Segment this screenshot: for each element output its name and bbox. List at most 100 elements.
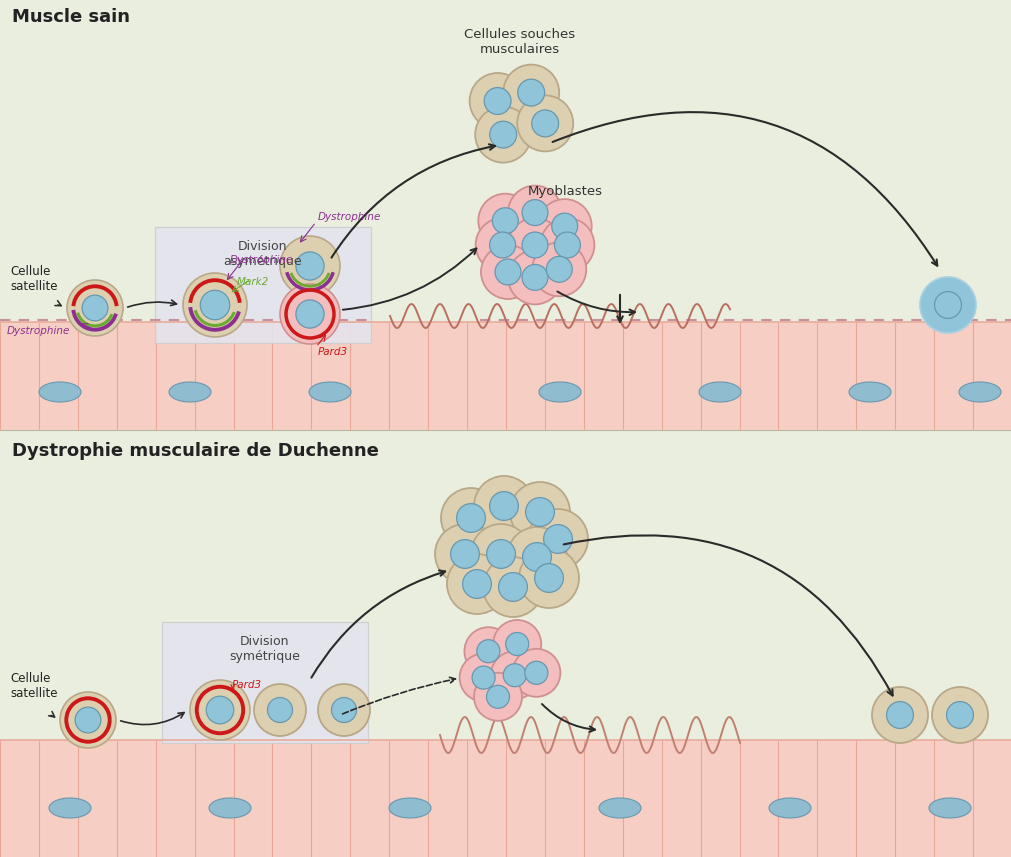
Circle shape xyxy=(522,200,547,225)
Circle shape xyxy=(280,284,340,344)
Circle shape xyxy=(489,121,517,148)
Text: Dystrophine: Dystrophine xyxy=(317,212,381,222)
Circle shape xyxy=(190,680,250,740)
Circle shape xyxy=(459,654,508,702)
Circle shape xyxy=(502,663,526,686)
Circle shape xyxy=(486,686,509,709)
Ellipse shape xyxy=(599,798,640,818)
Circle shape xyxy=(886,702,913,728)
Circle shape xyxy=(473,476,534,536)
Ellipse shape xyxy=(49,798,91,818)
Circle shape xyxy=(537,199,591,253)
Circle shape xyxy=(295,252,324,280)
Circle shape xyxy=(507,527,566,587)
Circle shape xyxy=(200,291,229,320)
Circle shape xyxy=(532,243,585,297)
Circle shape xyxy=(522,542,551,572)
Circle shape xyxy=(508,250,561,304)
Circle shape xyxy=(508,218,561,272)
Circle shape xyxy=(531,110,558,137)
Circle shape xyxy=(554,232,579,258)
Circle shape xyxy=(490,651,538,699)
Text: Pard3: Pard3 xyxy=(232,680,262,690)
Circle shape xyxy=(332,698,356,722)
Circle shape xyxy=(254,684,305,736)
FancyBboxPatch shape xyxy=(155,227,371,343)
Circle shape xyxy=(464,627,512,675)
Circle shape xyxy=(525,498,554,526)
Circle shape xyxy=(280,236,340,296)
Text: Myoblastes: Myoblastes xyxy=(527,185,602,198)
Ellipse shape xyxy=(308,382,351,402)
Text: Muscle sain: Muscle sain xyxy=(12,8,129,26)
Text: Division
asymétrique: Division asymétrique xyxy=(223,240,302,268)
Circle shape xyxy=(450,540,479,568)
Circle shape xyxy=(462,570,491,598)
Circle shape xyxy=(489,492,518,520)
Ellipse shape xyxy=(768,798,810,818)
Circle shape xyxy=(471,666,494,689)
Circle shape xyxy=(482,557,543,617)
Circle shape xyxy=(540,218,593,272)
Circle shape xyxy=(492,207,518,234)
Circle shape xyxy=(546,256,571,282)
Circle shape xyxy=(510,482,569,542)
Circle shape xyxy=(492,620,541,668)
Text: Dystrophie musculaire de Duchenne: Dystrophie musculaire de Duchenne xyxy=(12,442,378,460)
Circle shape xyxy=(517,95,572,152)
Circle shape xyxy=(478,194,532,248)
Circle shape xyxy=(82,295,108,321)
Circle shape xyxy=(534,564,563,592)
Circle shape xyxy=(470,524,531,584)
Circle shape xyxy=(522,265,547,291)
Ellipse shape xyxy=(928,798,970,818)
Bar xyxy=(0,740,1011,857)
Ellipse shape xyxy=(39,382,81,402)
Circle shape xyxy=(295,300,324,328)
Bar xyxy=(0,322,1011,430)
Circle shape xyxy=(518,79,544,106)
Text: Cellule
satellite: Cellule satellite xyxy=(10,672,58,700)
Circle shape xyxy=(498,572,527,602)
Circle shape xyxy=(447,554,507,614)
Circle shape xyxy=(489,232,515,258)
Circle shape xyxy=(60,692,116,748)
Circle shape xyxy=(506,632,528,656)
Circle shape xyxy=(871,687,927,743)
Ellipse shape xyxy=(169,382,210,402)
Ellipse shape xyxy=(848,382,890,402)
Circle shape xyxy=(502,64,559,121)
Circle shape xyxy=(206,696,234,724)
Circle shape xyxy=(456,504,485,532)
Circle shape xyxy=(551,213,577,239)
Ellipse shape xyxy=(958,382,1000,402)
Circle shape xyxy=(543,524,572,554)
Circle shape xyxy=(945,702,973,728)
Circle shape xyxy=(267,698,292,722)
Circle shape xyxy=(317,684,370,736)
Circle shape xyxy=(519,548,578,608)
Circle shape xyxy=(476,639,499,662)
Circle shape xyxy=(441,488,500,548)
Ellipse shape xyxy=(388,798,431,818)
Text: Division
symétrique: Division symétrique xyxy=(229,635,300,663)
Text: Cellules souches
musculaires: Cellules souches musculaires xyxy=(464,28,575,56)
FancyBboxPatch shape xyxy=(162,622,368,743)
Circle shape xyxy=(508,186,561,240)
Circle shape xyxy=(494,259,521,285)
Circle shape xyxy=(931,687,987,743)
Circle shape xyxy=(525,662,547,685)
Circle shape xyxy=(435,524,494,584)
Circle shape xyxy=(75,707,101,733)
Circle shape xyxy=(475,218,529,272)
Circle shape xyxy=(512,649,560,697)
Circle shape xyxy=(183,273,247,337)
Circle shape xyxy=(473,673,522,721)
Text: Cellule
satellite: Cellule satellite xyxy=(10,265,58,293)
Circle shape xyxy=(933,291,960,319)
Circle shape xyxy=(522,232,547,258)
Circle shape xyxy=(486,540,515,568)
Text: Dystrophine: Dystrophine xyxy=(229,255,293,265)
Circle shape xyxy=(469,73,525,129)
Circle shape xyxy=(475,106,531,163)
